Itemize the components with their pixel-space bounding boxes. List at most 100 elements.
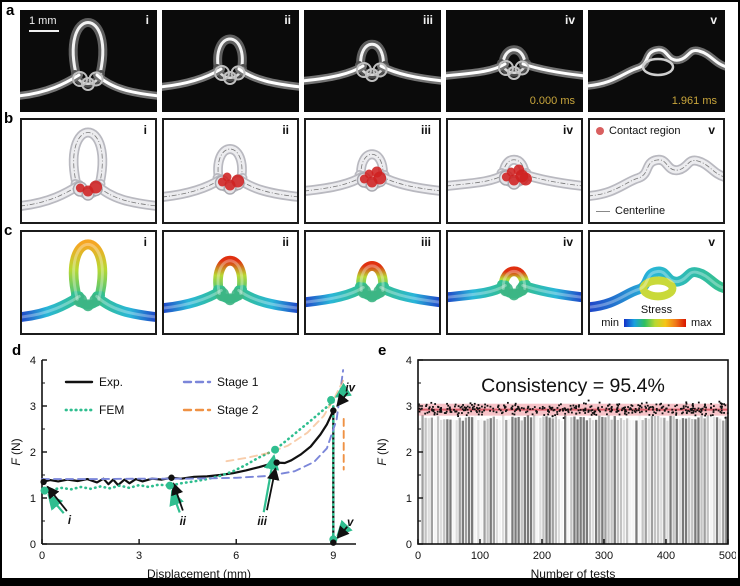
knot-render-b-ii [164,144,297,202]
frame-label: ii [284,13,291,27]
knot-render-c-v [590,266,723,313]
knot-render-a-i [20,18,157,100]
frame-label: v [708,123,715,137]
svg-text:1: 1 [30,493,36,505]
frame-timestamp: 0.000 ms [529,95,575,107]
stress-max-label: max [690,317,712,329]
knot-render-c-ii [164,255,297,313]
knot-render-c-iv [448,266,581,303]
panel-a-frame-ii: ii [162,10,299,112]
frame-label: ii [282,123,289,137]
svg-text:4: 4 [30,355,36,367]
svg-text:1: 1 [406,493,412,505]
knot-render-c-iii [306,261,439,308]
panel-label-b: b [4,110,14,127]
svg-text:iii: iii [257,516,267,528]
consistency-chart: 0 1 2 3 4 0 100 200 300 400 500 Number of tests F (N… [375,355,736,581]
svg-text:500: 500 [719,550,736,562]
frame-label: iii [422,13,433,27]
frame-label: v [710,13,717,27]
frame-label: i [143,123,147,137]
knot-render-a-iv [446,45,583,80]
knot-render-b-v [590,154,723,201]
knot-render-c-i [22,239,155,322]
contact-region-marker [596,127,604,135]
svg-text:Number of tests: Number of tests [531,567,616,581]
knot-render-b-i [22,127,155,211]
panel-b-frame-v: v Contact region Centerline [588,118,725,224]
knot-render-a-ii [162,34,299,91]
panel-a-frame-iv: iv 0.000 ms [446,10,583,112]
centerline-legend: Centerline [596,205,665,217]
scale-bar: 1 mm [29,15,59,32]
svg-text:0: 0 [39,550,45,562]
stress-gradient-bar [623,319,686,327]
svg-text:200: 200 [533,550,551,562]
stress-colorbar: Stress min max [590,304,723,329]
svg-text:F (N): F (N) [9,438,23,465]
frame-label: iii [420,235,431,249]
panel-c-frame-iv: iv [446,230,583,335]
frame-label: iv [564,13,575,27]
centerline-marker [596,210,610,212]
svg-text:6: 6 [233,550,239,562]
frame-label: i [143,235,147,249]
svg-text:ii: ii [180,516,187,528]
svg-text:0: 0 [30,539,36,551]
svg-text:F (N): F (N) [375,438,389,465]
panel-a-frame-v: v 1.961 ms [588,10,725,112]
svg-text:3: 3 [136,550,142,562]
force-displacement-chart: 0 1 2 3 4 0 3 6 9 Displacement (mm) F (N) Exp. FEM St… [9,355,356,581]
frame-label: iv [562,123,573,137]
svg-text:Displacement (mm): Displacement (mm) [147,567,251,581]
panel-a-frame-iii: iii [304,10,441,112]
knot-render-a-v [588,45,725,90]
svg-text:iv: iv [345,383,355,395]
svg-text:Exp.: Exp. [99,375,123,389]
svg-text:0: 0 [406,539,412,551]
svg-text:Stage 1: Stage 1 [217,375,259,389]
panel-c-frame-ii: ii [162,230,299,335]
panel-c-frame-v: v Stress min max [588,230,725,335]
svg-text:0: 0 [415,550,421,562]
knot-render-a-iii [304,39,441,85]
frame-label: iv [562,235,573,249]
panel-c-frame-i: i [20,230,157,335]
panel-b-frame-iv: iv [446,118,583,224]
svg-text:2: 2 [30,447,36,459]
knot-render-b-iv [448,154,581,191]
svg-text:Consistency = 95.4%: Consistency = 95.4% [481,375,665,397]
svg-text:v: v [347,517,354,529]
panel-b-frame-iii: iii [304,118,441,224]
svg-text:300: 300 [595,550,613,562]
svg-text:2: 2 [406,447,412,459]
centerline-label: Centerline [615,205,666,217]
svg-text:4: 4 [406,355,412,367]
panel-label-e: e [378,342,387,359]
panel-b-frame-ii: ii [162,118,299,224]
frame-label: iii [420,123,431,137]
svg-text:Stage 2: Stage 2 [217,403,259,417]
stress-title: Stress [640,304,673,316]
svg-text:3: 3 [406,401,412,413]
panel-a-frame-i: i 1 mm [20,10,157,112]
svg-text:3: 3 [30,401,36,413]
panel-label-d: d [12,342,22,359]
frame-label: i [145,13,149,27]
knot-render-b-iii [306,149,439,196]
svg-text:100: 100 [471,550,489,562]
svg-text:i: i [68,515,72,527]
contact-region-legend: Contact region [596,125,681,137]
frame-label: ii [282,235,289,249]
panel-c-frame-iii: iii [304,230,441,335]
frame-label: v [708,235,715,249]
svg-text:9: 9 [330,550,336,562]
panel-label-a: a [6,2,15,19]
svg-text:400: 400 [657,550,675,562]
panel-label-c: c [4,222,13,239]
figure-bottom-border [2,578,738,584]
frame-timestamp: 1.961 ms [671,95,717,107]
svg-text:FEM: FEM [99,403,124,417]
contact-region-label: Contact region [609,125,681,137]
